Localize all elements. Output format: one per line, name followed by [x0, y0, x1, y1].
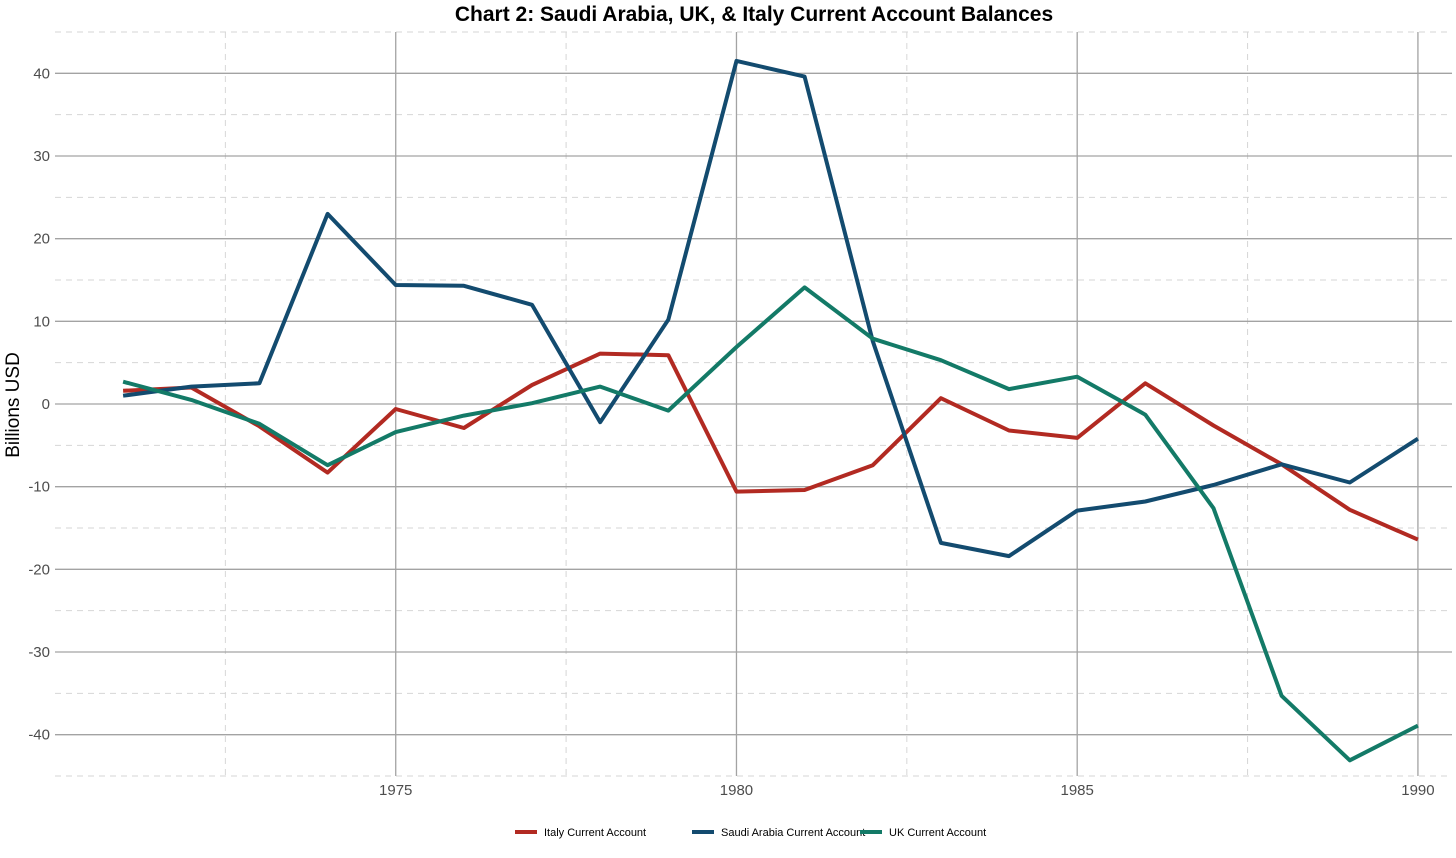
- y-tick-label: -20: [28, 561, 50, 578]
- legend: Italy Current Account Saudi Arabia Curren…: [515, 827, 986, 839]
- y-tick-label: -10: [28, 479, 50, 496]
- legend-label-1: Italy Current Account: [544, 827, 646, 839]
- y-tick-label: 20: [33, 231, 50, 248]
- y-tick-label: 10: [33, 313, 50, 330]
- x-tick-label: 1990: [1401, 782, 1434, 799]
- y-tick-label: -40: [28, 727, 50, 744]
- series-lines: [122, 58, 1419, 763]
- y-tick-label: 40: [33, 65, 50, 82]
- x-tick-label: 1980: [720, 782, 753, 799]
- grid-lines: [55, 31, 1452, 777]
- y-tick-label: 30: [33, 148, 50, 165]
- legend-label-3: UK Current Account: [889, 827, 986, 839]
- series-line-1: [123, 351, 1419, 542]
- y-tick-label: -30: [28, 644, 50, 661]
- tick-labels: -40 -30 -20 -10 0 10 20 30 40 1975 1980 1985 1990: [28, 65, 1434, 799]
- x-tick-label: 1985: [1061, 782, 1094, 799]
- y-axis-title: Billions USD: [3, 352, 24, 458]
- y-tick-label: 0: [42, 396, 50, 413]
- series-line-2: [122, 58, 1419, 559]
- legend-label-2: Saudi Arabia Current Account: [721, 827, 865, 839]
- x-tick-label: 1975: [379, 782, 412, 799]
- series-line-3: [122, 285, 1419, 763]
- chart-title: Chart 2: Saudi Arabia, UK, & Italy Curre…: [455, 3, 1053, 26]
